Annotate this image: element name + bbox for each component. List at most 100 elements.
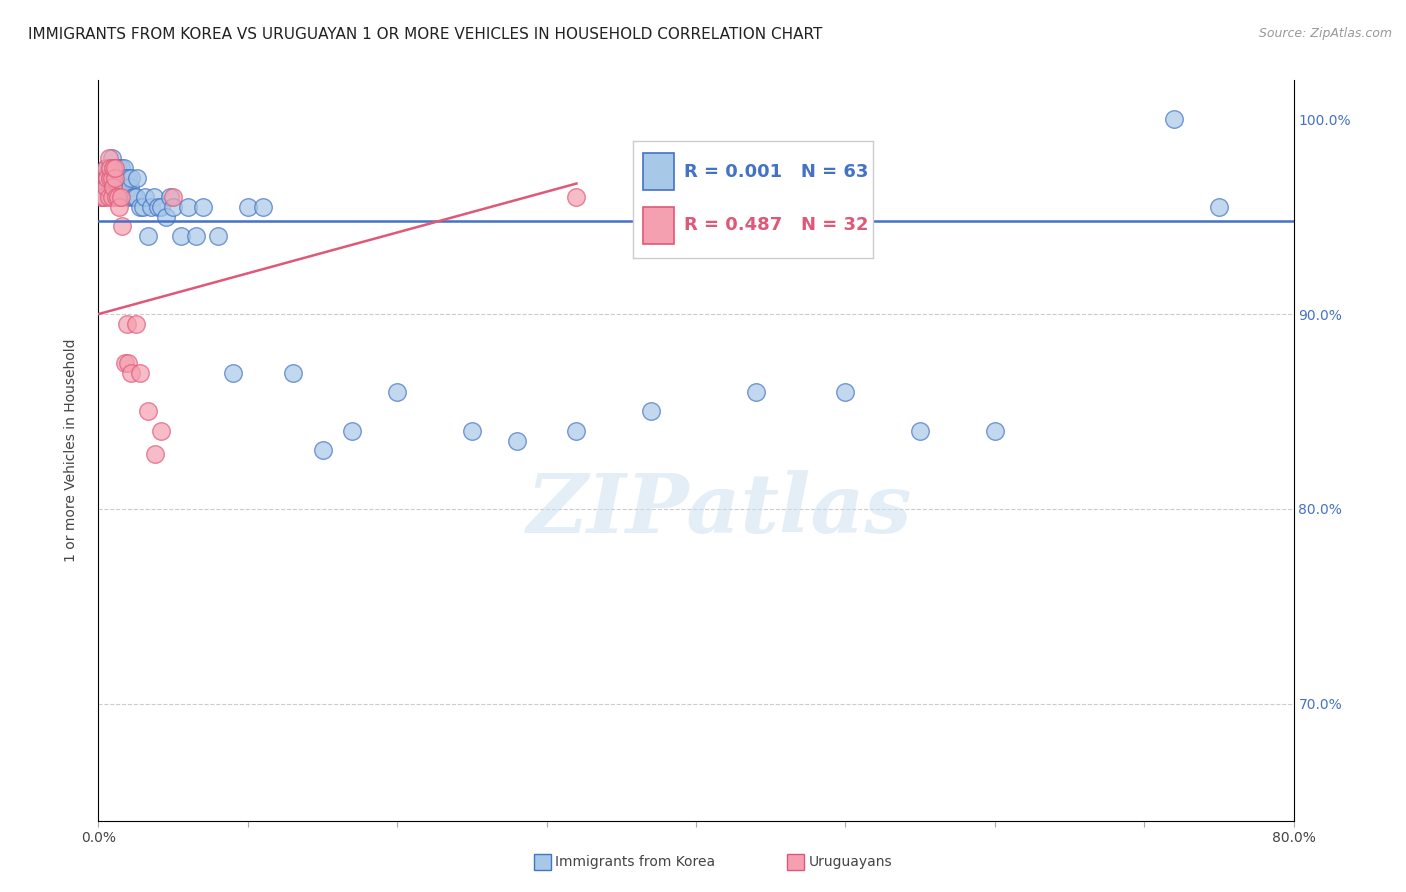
Point xyxy=(565,424,588,438)
Point xyxy=(110,190,132,204)
Point xyxy=(342,424,364,438)
Point xyxy=(112,180,135,194)
Point xyxy=(118,180,141,194)
Point xyxy=(640,404,662,418)
Point xyxy=(97,161,120,175)
Text: R = 0.487   N = 32: R = 0.487 N = 32 xyxy=(683,217,869,235)
Point xyxy=(110,190,132,204)
Point xyxy=(125,317,148,331)
Point xyxy=(112,161,135,175)
Point xyxy=(908,424,931,438)
Text: IMMIGRANTS FROM KOREA VS URUGUAYAN 1 OR MORE VEHICLES IN HOUSEHOLD CORRELATION C: IMMIGRANTS FROM KOREA VS URUGUAYAN 1 OR … xyxy=(28,27,823,42)
Point xyxy=(107,161,129,175)
Text: Immigrants from Korea: Immigrants from Korea xyxy=(555,855,716,869)
Point xyxy=(120,170,142,185)
Point xyxy=(97,151,120,165)
Point xyxy=(142,190,165,204)
Point xyxy=(94,161,117,175)
Point xyxy=(506,434,529,448)
Point xyxy=(129,200,152,214)
Point xyxy=(96,170,118,185)
Point xyxy=(745,384,768,399)
Point xyxy=(117,356,139,370)
Point xyxy=(129,366,152,380)
Point xyxy=(311,443,333,458)
Point xyxy=(281,366,304,380)
Point xyxy=(96,180,118,194)
Point xyxy=(111,180,134,194)
Point xyxy=(105,161,128,175)
Point xyxy=(104,170,127,185)
Point xyxy=(98,170,122,185)
Point xyxy=(103,161,125,175)
Point xyxy=(148,200,170,214)
Point xyxy=(101,190,124,204)
Text: Uruguayans: Uruguayans xyxy=(808,855,891,869)
Point xyxy=(132,200,155,214)
Point xyxy=(105,180,128,194)
Point xyxy=(103,180,125,194)
Point xyxy=(1208,200,1230,214)
Point xyxy=(177,200,200,214)
Point xyxy=(98,161,122,175)
Point xyxy=(97,190,120,204)
Point xyxy=(91,190,114,204)
Point xyxy=(236,200,259,214)
Point xyxy=(98,170,122,185)
Point xyxy=(117,190,139,204)
Point xyxy=(136,404,159,418)
Y-axis label: 1 or more Vehicles in Household: 1 or more Vehicles in Household xyxy=(63,339,77,562)
Point xyxy=(143,447,166,461)
Point xyxy=(834,384,856,399)
Point xyxy=(252,200,274,214)
FancyBboxPatch shape xyxy=(643,207,673,244)
Point xyxy=(150,200,173,214)
Point xyxy=(94,180,117,194)
Point xyxy=(150,424,173,438)
Point xyxy=(101,170,124,185)
Point xyxy=(108,200,131,214)
Point xyxy=(159,190,181,204)
Point xyxy=(125,190,148,204)
Point xyxy=(115,317,138,331)
Point xyxy=(103,180,125,194)
Point xyxy=(101,151,124,165)
Point xyxy=(117,170,139,185)
Point xyxy=(191,200,214,214)
Point xyxy=(103,161,125,175)
Point xyxy=(108,170,131,185)
Point xyxy=(984,424,1007,438)
Point xyxy=(134,190,156,204)
Point xyxy=(91,170,114,185)
Point xyxy=(162,200,184,214)
Point xyxy=(136,229,159,244)
Point xyxy=(101,170,124,185)
Point xyxy=(461,424,484,438)
Point xyxy=(184,229,207,244)
Point xyxy=(107,190,129,204)
Point xyxy=(207,229,229,244)
Point xyxy=(127,170,149,185)
Point xyxy=(222,366,245,380)
Point xyxy=(94,161,117,175)
Point xyxy=(139,200,162,214)
Point xyxy=(162,190,184,204)
Text: R = 0.001   N = 63: R = 0.001 N = 63 xyxy=(683,162,868,181)
Point xyxy=(111,219,134,234)
Point xyxy=(169,229,191,244)
Point xyxy=(114,170,136,185)
Point xyxy=(90,190,112,204)
Point xyxy=(105,190,128,204)
Point xyxy=(104,170,127,185)
Point xyxy=(120,366,142,380)
Point xyxy=(110,161,132,175)
Text: ZIPatlas: ZIPatlas xyxy=(527,470,912,549)
Point xyxy=(115,180,138,194)
Point xyxy=(385,384,409,399)
Text: Source: ZipAtlas.com: Source: ZipAtlas.com xyxy=(1258,27,1392,40)
Point xyxy=(565,190,588,204)
Point xyxy=(1163,112,1185,127)
Point xyxy=(114,356,136,370)
Point xyxy=(93,190,115,204)
Point xyxy=(104,161,127,175)
